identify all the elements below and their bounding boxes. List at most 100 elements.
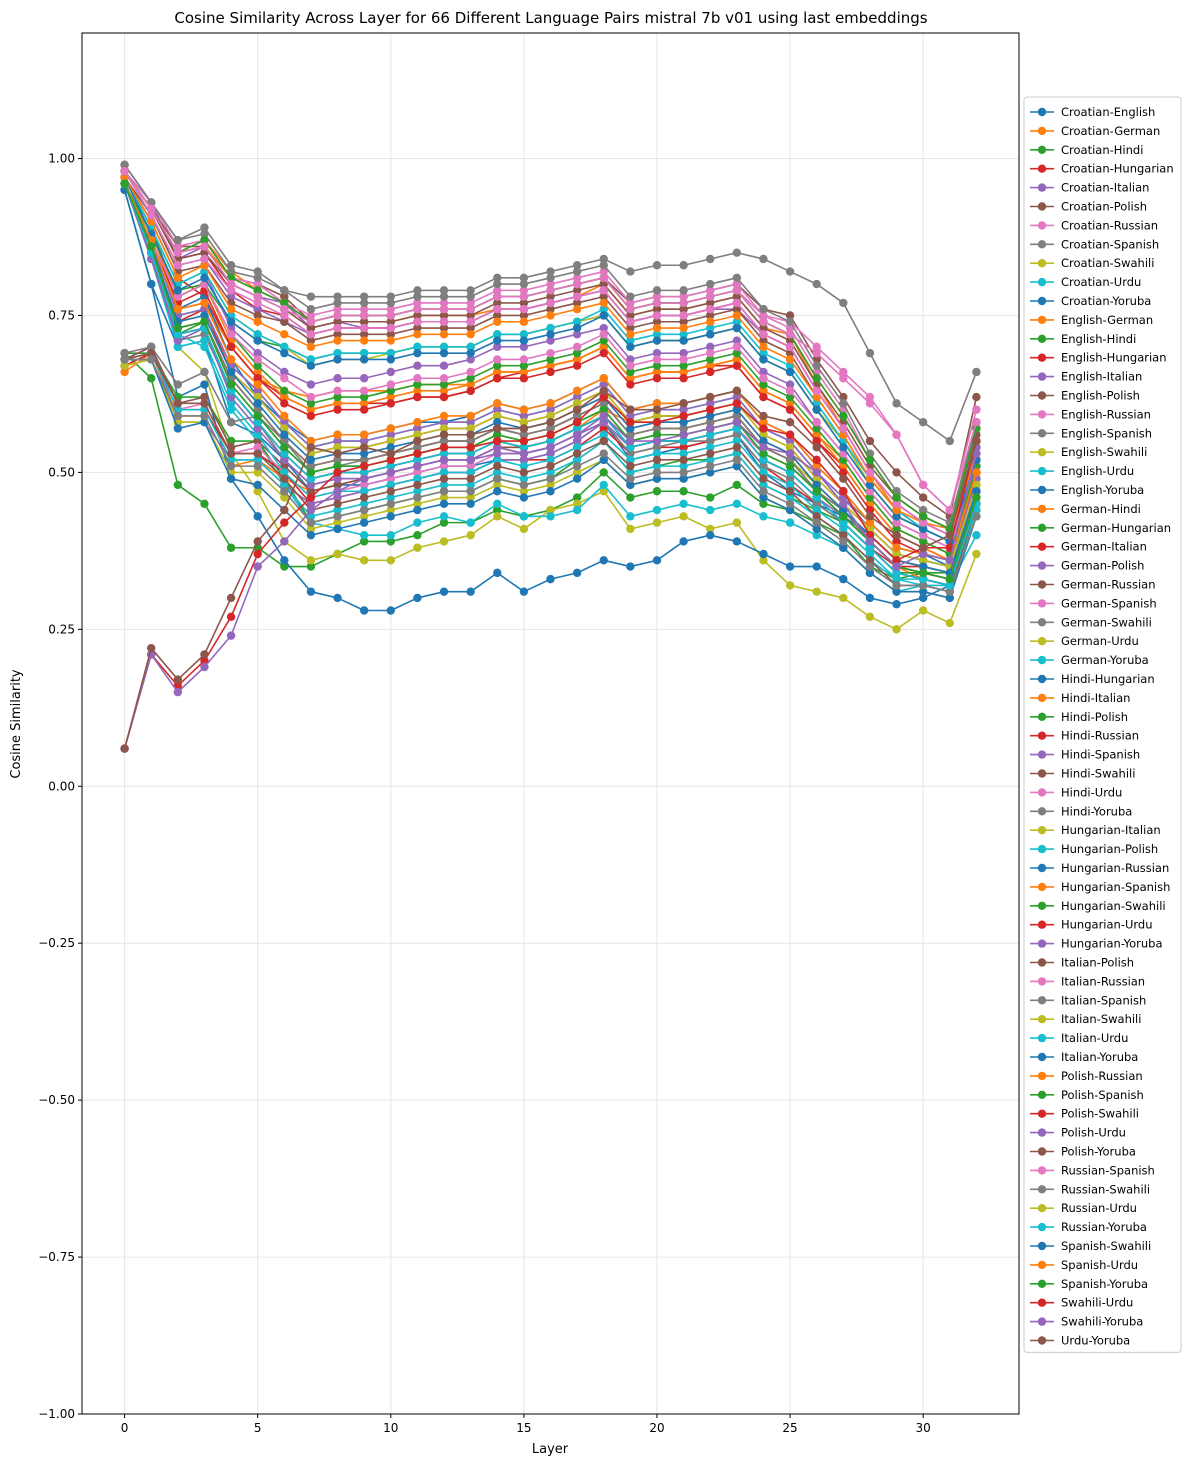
data-point <box>652 367 662 377</box>
data-point <box>359 323 369 333</box>
data-point <box>572 411 582 421</box>
legend-marker <box>1037 1052 1047 1062</box>
data-point <box>679 430 688 439</box>
data-point <box>679 417 688 427</box>
data-point <box>200 656 209 665</box>
data-point <box>706 443 715 452</box>
data-point <box>466 480 475 490</box>
data-point <box>652 411 662 421</box>
data-point <box>572 430 582 439</box>
data-point <box>493 424 502 433</box>
data-point <box>386 461 395 471</box>
data-point <box>652 461 662 471</box>
legend-label: English-Polish <box>1061 389 1140 403</box>
legend-marker <box>1037 693 1047 703</box>
data-point <box>652 261 662 270</box>
data-point <box>519 317 529 326</box>
data-point <box>972 392 981 402</box>
data-point <box>626 355 635 364</box>
data-point <box>386 530 395 540</box>
data-point <box>226 474 236 483</box>
data-point <box>599 286 608 295</box>
data-point <box>812 374 821 383</box>
data-point <box>120 744 129 753</box>
data-point <box>572 305 582 314</box>
data-point <box>732 279 742 289</box>
data-point <box>599 254 608 264</box>
legend-item: Croatian-German <box>1030 124 1160 138</box>
data-point <box>306 587 316 596</box>
data-point <box>679 317 688 326</box>
data-point <box>439 317 449 326</box>
data-point <box>466 317 475 326</box>
legend-label: German-Spanish <box>1061 596 1157 610</box>
data-point <box>439 323 449 333</box>
data-point <box>892 512 901 521</box>
data-point <box>413 286 422 295</box>
data-point <box>120 160 129 170</box>
data-point <box>626 424 635 433</box>
data-point <box>493 499 502 508</box>
data-point <box>466 487 475 496</box>
data-point <box>359 461 369 471</box>
data-point <box>333 292 342 301</box>
data-point <box>599 374 608 383</box>
data-point <box>679 461 688 471</box>
data-point <box>413 493 422 502</box>
data-point <box>652 417 662 427</box>
data-point <box>652 430 662 439</box>
data-point <box>386 317 395 326</box>
series-italian-russian <box>120 166 981 540</box>
data-point <box>359 468 369 477</box>
legend-label: Swahili-Urdu <box>1061 1296 1133 1310</box>
data-point <box>173 292 183 301</box>
data-point <box>839 593 848 603</box>
data-point <box>652 298 662 308</box>
data-point <box>865 436 875 446</box>
data-point <box>280 474 289 483</box>
data-point <box>519 455 529 465</box>
legend-item: Polish-Urdu <box>1030 1126 1126 1140</box>
legend-marker <box>1037 1015 1047 1024</box>
data-point <box>626 443 635 452</box>
legend-marker <box>1037 826 1047 835</box>
data-point <box>892 574 901 584</box>
legend-label: Hungarian-Yoruba <box>1061 937 1163 951</box>
data-point <box>413 292 422 301</box>
data-point <box>173 273 183 283</box>
data-point <box>812 443 821 452</box>
data-point <box>306 342 316 352</box>
legend-marker <box>1037 504 1047 514</box>
data-point <box>865 348 875 358</box>
data-point <box>652 436 662 446</box>
data-point <box>333 386 342 395</box>
data-point <box>572 449 582 458</box>
legend-label: Hungarian-Polish <box>1061 842 1158 856</box>
data-point <box>865 549 875 559</box>
data-point <box>147 279 156 289</box>
data-point <box>626 461 635 471</box>
data-point <box>253 549 262 559</box>
data-point <box>759 430 768 439</box>
data-point <box>253 417 262 427</box>
data-point <box>785 386 795 395</box>
data-point <box>519 298 529 308</box>
legend-label: Croatian-Italian <box>1061 181 1149 195</box>
series-russian-spanish <box>120 166 981 515</box>
data-point <box>706 524 715 534</box>
legend-marker <box>1037 1204 1047 1213</box>
data-point <box>386 367 395 377</box>
data-point <box>493 468 502 477</box>
data-point <box>865 474 875 483</box>
data-point <box>652 286 662 295</box>
data-point <box>306 499 316 508</box>
data-point <box>892 549 901 559</box>
data-point <box>972 512 981 521</box>
data-point <box>865 612 875 621</box>
data-point <box>200 367 209 377</box>
data-point <box>147 342 156 352</box>
data-point <box>386 298 395 308</box>
legend-label: Hungarian-Swahili <box>1061 899 1166 913</box>
data-point <box>599 556 608 565</box>
data-point <box>439 424 449 433</box>
